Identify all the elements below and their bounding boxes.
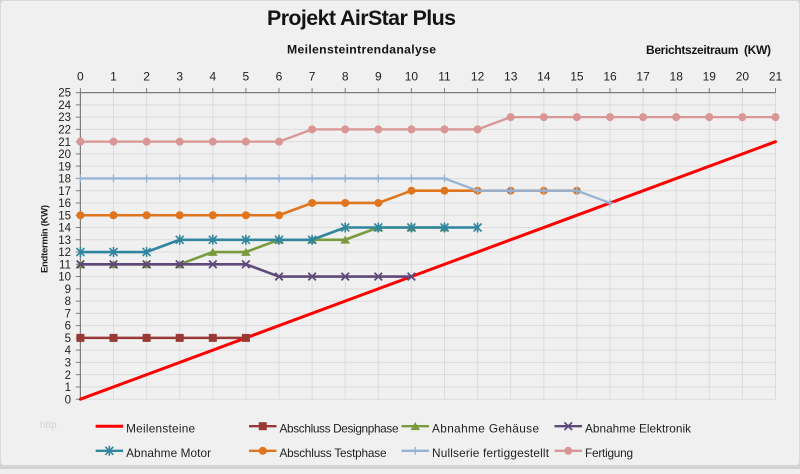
svg-text:11: 11: [59, 259, 71, 271]
svg-text:6: 6: [276, 70, 283, 84]
svg-text:4: 4: [65, 345, 72, 357]
svg-text:Abschluss Designphase: Abschluss Designphase: [280, 422, 399, 436]
svg-text:24: 24: [58, 100, 71, 112]
svg-text:23: 23: [58, 112, 71, 124]
svg-text:22: 22: [58, 124, 71, 136]
svg-text:17: 17: [58, 186, 71, 198]
svg-text:0: 0: [65, 394, 71, 406]
svg-text:14: 14: [537, 70, 551, 84]
svg-text:9: 9: [65, 284, 71, 296]
svg-text:4: 4: [209, 70, 216, 84]
svg-text:8: 8: [342, 70, 349, 84]
svg-text:19: 19: [703, 70, 717, 84]
svg-text:12: 12: [471, 70, 485, 84]
svg-text:7: 7: [309, 70, 316, 84]
svg-text:2: 2: [65, 370, 71, 382]
svg-text:7: 7: [65, 308, 71, 320]
svg-text:21: 21: [769, 70, 783, 84]
svg-text:10: 10: [405, 70, 419, 84]
svg-text:Projekt AirStar Plus: Projekt AirStar Plus: [267, 6, 456, 30]
svg-text:3: 3: [65, 358, 71, 370]
svg-text:1: 1: [110, 70, 117, 84]
svg-text:25: 25: [58, 88, 71, 100]
svg-text:Meilensteine: Meilensteine: [126, 422, 195, 436]
svg-text:Abschluss Testphase: Abschluss Testphase: [280, 446, 387, 460]
svg-text:21: 21: [58, 137, 71, 149]
svg-text:Endtermin (KW): Endtermin (KW): [39, 205, 50, 273]
svg-text:2: 2: [143, 70, 150, 84]
svg-text:3: 3: [176, 70, 183, 84]
svg-text:0: 0: [77, 70, 84, 84]
svg-text:18: 18: [670, 70, 684, 84]
svg-text:16: 16: [603, 70, 617, 84]
svg-text:10: 10: [58, 272, 71, 284]
svg-text:Abnahme Motor: Abnahme Motor: [126, 446, 211, 460]
svg-text:19: 19: [58, 161, 71, 173]
svg-text:20: 20: [58, 149, 71, 161]
svg-text:1: 1: [65, 382, 71, 394]
svg-text:6: 6: [65, 321, 71, 333]
svg-text:18: 18: [58, 174, 71, 186]
svg-text:16: 16: [58, 198, 71, 210]
svg-text:11: 11: [438, 70, 451, 84]
svg-text:Abnahme Gehäuse: Abnahme Gehäuse: [432, 422, 539, 436]
svg-text:13: 13: [504, 70, 518, 84]
svg-text:20: 20: [736, 70, 750, 84]
svg-text:13: 13: [58, 235, 71, 247]
svg-text:Meilensteintrendanalyse: Meilensteintrendanalyse: [287, 42, 436, 56]
svg-text:5: 5: [65, 333, 71, 345]
svg-text:Nullserie fertiggestellt: Nullserie fertiggestellt: [432, 446, 550, 460]
svg-text:15: 15: [570, 70, 584, 84]
svg-text:5: 5: [243, 70, 250, 84]
svg-text:14: 14: [58, 223, 71, 235]
svg-text:17: 17: [636, 70, 650, 84]
svg-text:Abnahme Elektronik: Abnahme Elektronik: [585, 422, 691, 436]
svg-text:9: 9: [375, 70, 382, 84]
svg-text:15: 15: [58, 210, 71, 222]
svg-text:Berichtszeitraum (KW): Berichtszeitraum (KW): [646, 43, 771, 57]
svg-text:http: http: [40, 420, 57, 431]
svg-text:Fertigung: Fertigung: [585, 446, 633, 460]
svg-text:8: 8: [65, 296, 71, 308]
svg-text:12: 12: [58, 247, 71, 259]
